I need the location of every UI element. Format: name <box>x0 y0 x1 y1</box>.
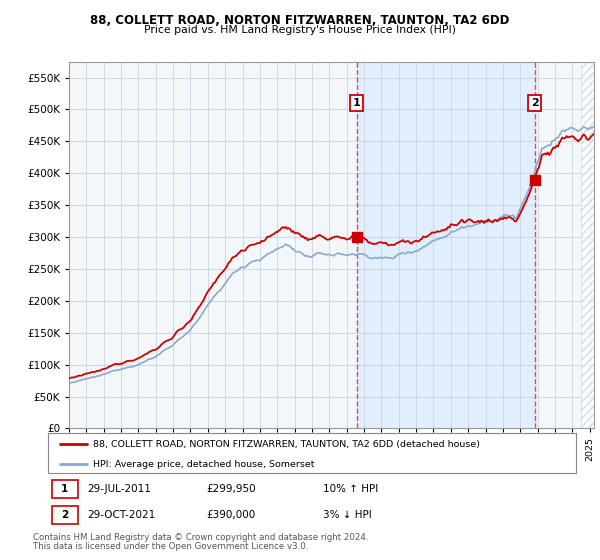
FancyBboxPatch shape <box>52 506 77 524</box>
FancyBboxPatch shape <box>52 480 77 498</box>
Text: 29-JUL-2011: 29-JUL-2011 <box>88 484 151 494</box>
Text: 3% ↓ HPI: 3% ↓ HPI <box>323 510 371 520</box>
Text: Contains HM Land Registry data © Crown copyright and database right 2024.: Contains HM Land Registry data © Crown c… <box>33 533 368 542</box>
FancyBboxPatch shape <box>48 433 576 473</box>
Bar <box>357 62 535 428</box>
Text: 2: 2 <box>61 510 68 520</box>
Text: £299,950: £299,950 <box>206 484 256 494</box>
Text: Price paid vs. HM Land Registry's House Price Index (HPI): Price paid vs. HM Land Registry's House … <box>144 25 456 35</box>
Bar <box>581 62 595 428</box>
Text: 88, COLLETT ROAD, NORTON FITZWARREN, TAUNTON, TA2 6DD: 88, COLLETT ROAD, NORTON FITZWARREN, TAU… <box>91 14 509 27</box>
Text: HPI: Average price, detached house, Somerset: HPI: Average price, detached house, Some… <box>93 460 314 469</box>
Text: 2: 2 <box>531 98 539 108</box>
Text: 1: 1 <box>353 98 361 108</box>
Text: This data is licensed under the Open Government Licence v3.0.: This data is licensed under the Open Gov… <box>33 542 308 550</box>
Text: 29-OCT-2021: 29-OCT-2021 <box>88 510 156 520</box>
Text: 10% ↑ HPI: 10% ↑ HPI <box>323 484 378 494</box>
Text: £390,000: £390,000 <box>206 510 256 520</box>
Text: 88, COLLETT ROAD, NORTON FITZWARREN, TAUNTON, TA2 6DD (detached house): 88, COLLETT ROAD, NORTON FITZWARREN, TAU… <box>93 440 480 449</box>
Text: 1: 1 <box>61 484 68 494</box>
